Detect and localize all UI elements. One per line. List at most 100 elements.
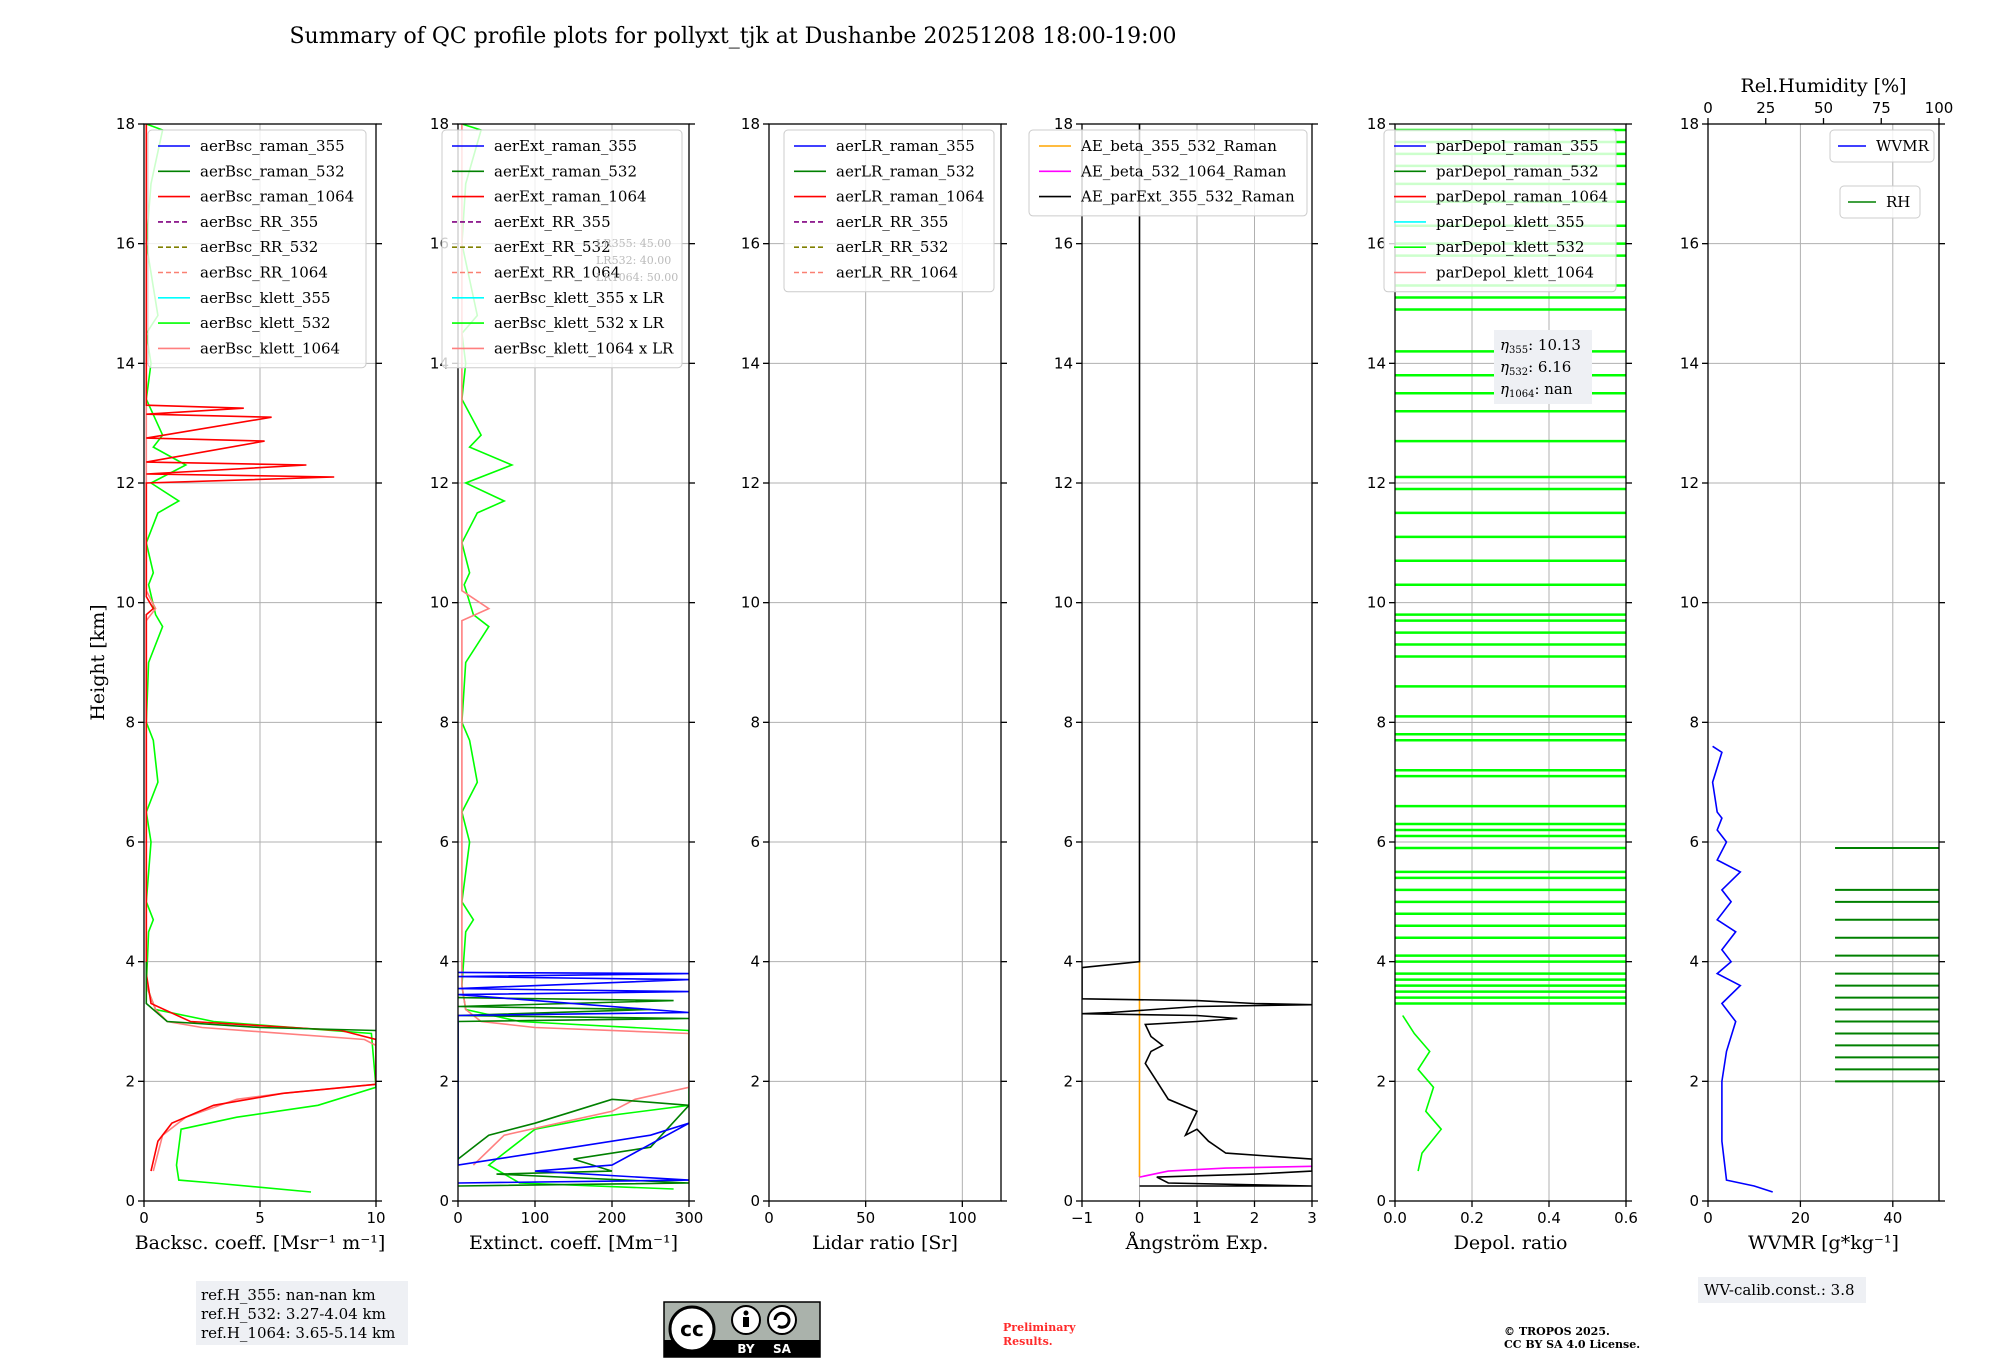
- lr-note: LR1064: 50.00: [596, 271, 678, 284]
- wv-calib-bg: [1698, 1277, 1866, 1303]
- legend-label: aerBsc_raman_1064: [200, 188, 354, 206]
- y-axis-label: Height [km]: [87, 604, 109, 720]
- ref-height-box: ref.H_355: nan-nan km ref.H_532: 3.27-4.…: [196, 1281, 408, 1345]
- series-line: [1082, 124, 1312, 1187]
- legend-label: aerExt_RR_355: [494, 213, 611, 231]
- series-line: [145, 124, 376, 1193]
- y-tick-label: 16: [741, 235, 760, 253]
- y-tick-label: 18: [1054, 115, 1073, 133]
- y-tick-label: 8: [125, 713, 135, 731]
- top-x-tick-label: 50: [1814, 99, 1833, 117]
- x-tick-label: 0.4: [1537, 1209, 1561, 1227]
- eta-note: η355: 10.13: [1500, 336, 1581, 356]
- y-tick-label: 8: [750, 713, 760, 731]
- legend-label: aerExt_RR_532: [494, 238, 611, 256]
- ref-h-355: ref.H_355: nan-nan km: [201, 1286, 376, 1304]
- y-tick-label: 10: [741, 594, 760, 612]
- x-tick-label: 0: [139, 1209, 149, 1227]
- legend-label: aerLR_RR_532: [836, 238, 948, 256]
- series-line: [1139, 1165, 1312, 1178]
- series-line: [461, 124, 689, 1190]
- legend-label: aerBsc_klett_1064: [200, 339, 340, 357]
- series-line: [1711, 745, 1773, 1193]
- sa-text: SA: [773, 1342, 792, 1356]
- top-x-tick-label: 0: [1703, 99, 1713, 117]
- legend-label: parDepol_klett_532: [1436, 238, 1585, 256]
- legend-label: aerLR_raman_532: [836, 162, 975, 180]
- legend-label: parDepol_raman_1064: [1436, 188, 1608, 206]
- y-tick-label: 18: [1367, 115, 1386, 133]
- y-tick-label: 12: [116, 474, 135, 492]
- cc-icon: [668, 1305, 716, 1353]
- x-tick-label: 0.6: [1614, 1209, 1638, 1227]
- x-tick-label: 0: [1703, 1209, 1713, 1227]
- x-tick-label: 3: [1307, 1209, 1317, 1227]
- legend-label: aerLR_RR_355: [836, 213, 948, 231]
- sa-icon: [767, 1305, 797, 1335]
- x-tick-label: 5: [255, 1209, 265, 1227]
- eta-note: η532: 6.16: [1500, 358, 1571, 378]
- x-axis-label: Extinct. coeff. [Mm⁻¹]: [469, 1232, 678, 1254]
- eta-box-bg: [1494, 330, 1592, 404]
- legend-label: RH: [1886, 193, 1910, 211]
- y-tick-label: 16: [116, 235, 135, 253]
- x-tick-label: 2: [1250, 1209, 1260, 1227]
- y-tick-label: 0: [125, 1192, 135, 1210]
- x-tick-label: 20: [1791, 1209, 1810, 1227]
- copyright-note: © TROPOS 2025. CC BY SA 4.0 License.: [1504, 1325, 1640, 1351]
- legend-label: parDepol_klett_355: [1436, 213, 1585, 231]
- y-tick-label: 0: [1063, 1192, 1073, 1210]
- y-tick-label: 6: [750, 833, 760, 851]
- y-tick-label: 2: [1376, 1072, 1386, 1090]
- legend-label: aerBsc_RR_1064: [200, 264, 328, 282]
- y-tick-label: 10: [116, 594, 135, 612]
- figure-title: Summary of QC profile plots for pollyxt_…: [289, 24, 1176, 49]
- y-tick-label: 4: [750, 953, 760, 971]
- legend-box: [147, 129, 367, 369]
- y-tick-label: 10: [1680, 594, 1699, 612]
- series-line: [145, 961, 376, 1032]
- legend-label: aerLR_raman_1064: [836, 188, 984, 206]
- y-tick-label: 6: [1689, 833, 1699, 851]
- y-tick-label: 0: [1376, 1192, 1386, 1210]
- legend-label: WVMR: [1876, 137, 1930, 155]
- x-tick-label: 1: [1192, 1209, 1202, 1227]
- axes-frame: [1394, 123, 1627, 1202]
- legend-label: aerBsc_raman_355: [200, 137, 345, 155]
- ref-height-box-bg: [196, 1281, 408, 1345]
- y-tick-label: 6: [125, 833, 135, 851]
- legend-box: [783, 129, 995, 293]
- preliminary-note: Preliminary Results.: [1003, 1321, 1076, 1348]
- y-tick-label: 18: [1680, 115, 1699, 133]
- panel-lr: 0 2 4 6 8 10 12 14 16 18 0 50 100 Lidar ratio [Sr] aer…: [741, 115, 1007, 1254]
- by-icon-body: [743, 1317, 749, 1327]
- ref-h-1064: ref.H_1064: 3.65-5.14 km: [201, 1324, 395, 1342]
- y-tick-label: 8: [1689, 713, 1699, 731]
- sa-icon-arrow: [773, 1311, 791, 1329]
- y-tick-label: 2: [125, 1072, 135, 1090]
- series-line: [145, 124, 376, 1172]
- series-line: [145, 124, 376, 1172]
- x-tick-label: 0.0: [1383, 1209, 1407, 1227]
- eta-note: η1064: nan: [1500, 380, 1573, 400]
- y-tick-label: 12: [741, 474, 760, 492]
- legend-box: [441, 129, 683, 369]
- preliminary-line-2: Results.: [1003, 1335, 1053, 1348]
- axes-frame: [1707, 123, 1940, 1202]
- legend-box: [1383, 129, 1617, 293]
- x-tick-label: 0: [1135, 1209, 1145, 1227]
- legend-box: [1028, 129, 1308, 217]
- y-tick-label: 2: [1689, 1072, 1699, 1090]
- series-line: [461, 124, 689, 1166]
- legend: aerLR_raman_355 aerLR_raman_532 aerLR_rama…: [783, 129, 995, 293]
- y-tick-label: 0: [750, 1192, 760, 1210]
- y-tick-label: 12: [1367, 474, 1386, 492]
- legend: aerExt_raman_355 aerExt_raman_532 aerExt_r…: [441, 129, 683, 369]
- legend-label: AE_beta_532_1064_Raman: [1080, 162, 1287, 180]
- y-tick-label: 4: [1376, 953, 1386, 971]
- x-tick-label: 300: [675, 1209, 704, 1227]
- series-line: [458, 971, 689, 1184]
- by-icon-head: [743, 1310, 749, 1316]
- y-tick-label: 4: [1689, 953, 1699, 971]
